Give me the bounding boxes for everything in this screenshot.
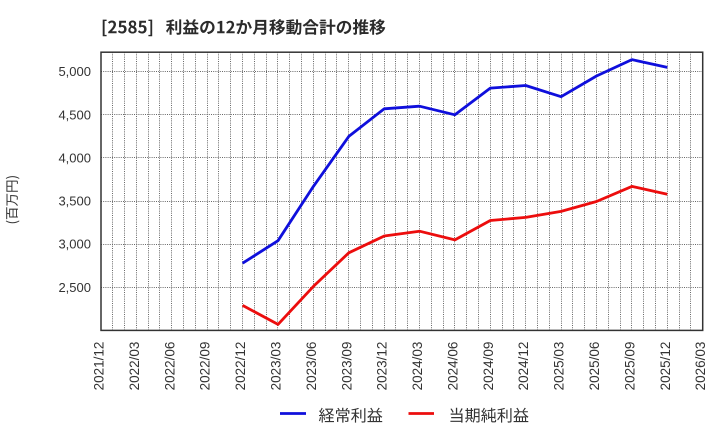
- svg-text:2026/03: 2026/03: [693, 342, 708, 391]
- svg-text:2025/06: 2025/06: [587, 342, 602, 391]
- svg-text:2022/12: 2022/12: [233, 342, 248, 391]
- svg-text:2024/03: 2024/03: [410, 342, 425, 391]
- svg-text:2024/12: 2024/12: [516, 342, 531, 391]
- svg-text:2025/12: 2025/12: [658, 342, 673, 391]
- svg-text:2022/03: 2022/03: [127, 342, 142, 391]
- svg-text:2023/06: 2023/06: [304, 342, 319, 391]
- svg-text:2023/03: 2023/03: [269, 342, 284, 391]
- svg-text:2024/06: 2024/06: [445, 342, 460, 391]
- svg-text:2022/06: 2022/06: [162, 342, 177, 391]
- svg-text:4,500: 4,500: [58, 107, 91, 122]
- svg-text:2021/12: 2021/12: [92, 342, 107, 391]
- svg-text:2023/09: 2023/09: [339, 342, 354, 391]
- svg-text:3,500: 3,500: [58, 194, 91, 209]
- svg-text:3,000: 3,000: [58, 237, 91, 252]
- svg-text:5,000: 5,000: [58, 64, 91, 79]
- svg-text:2022/09: 2022/09: [198, 342, 213, 391]
- svg-text:2025/09: 2025/09: [622, 342, 637, 391]
- svg-text:2025/03: 2025/03: [552, 342, 567, 391]
- svg-text:2023/12: 2023/12: [375, 342, 390, 391]
- svg-text:4,000: 4,000: [58, 150, 91, 165]
- svg-text:2,500: 2,500: [58, 280, 91, 295]
- svg-text:2024/09: 2024/09: [481, 342, 496, 391]
